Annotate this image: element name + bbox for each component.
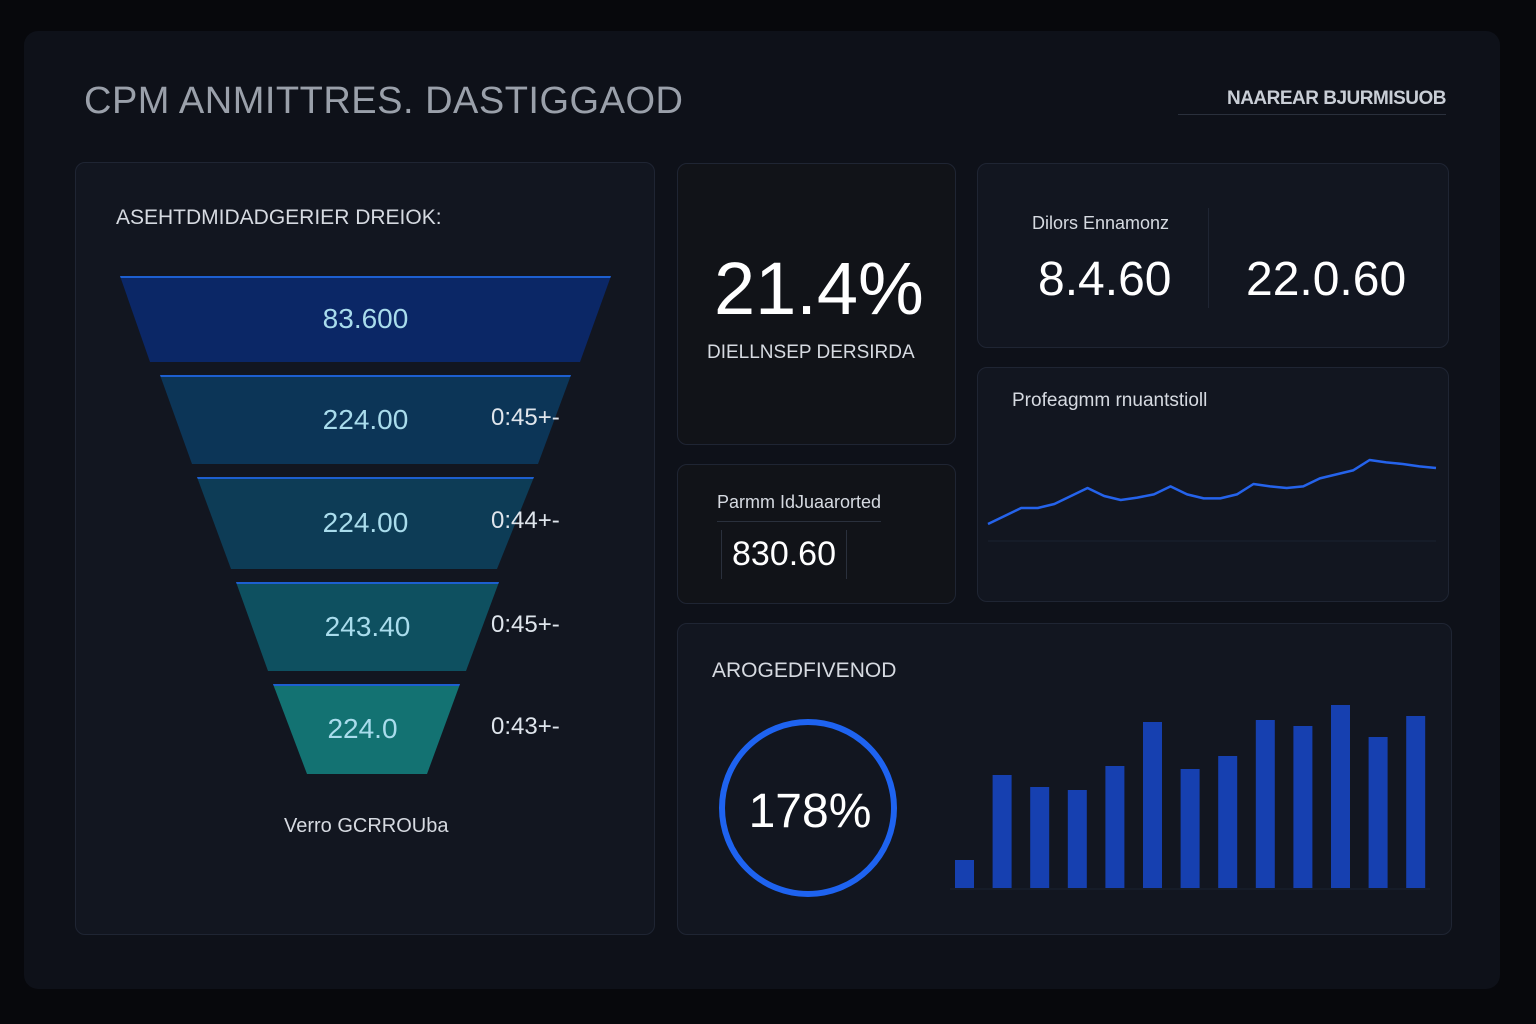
kpi-main-value: 21.4%	[714, 247, 924, 330]
funnel-stage-value: 224.00	[322, 507, 409, 538]
kpi-small-value: 830.60	[721, 530, 847, 579]
line-series	[987, 458, 1437, 526]
funnel-stage-rate: 0:44+-	[491, 507, 560, 534]
bar	[1218, 756, 1238, 888]
funnel-stage: 83.600	[120, 276, 611, 362]
line-chart-card	[977, 367, 1449, 602]
page-title: CPM ANMITTRES. DASTIGGAOD	[84, 80, 684, 122]
bar-chart-title: AROGEDFIVENOD	[712, 659, 897, 682]
funnel-stage-rate: 0:43+-	[491, 713, 560, 740]
bar-chart-card	[677, 623, 1452, 935]
funnel-stage: 224.0	[273, 684, 460, 774]
kpi-pair-card	[977, 163, 1449, 348]
kpi-main-card	[677, 163, 956, 445]
bar	[1143, 722, 1162, 888]
funnel-stage-rate: 0:45+-	[491, 610, 560, 638]
kpi-pair-value-right: 22.0.60	[1246, 253, 1407, 306]
kpi-pair-value-left: 8.4.60	[1038, 253, 1172, 306]
funnel-stage-value: 224.00	[322, 403, 409, 435]
kpi-main-label: DIELLNSEP DERSIRDA	[707, 342, 915, 363]
kpi-small-label: Parmm IdJuaarorted	[717, 492, 882, 522]
bar	[1030, 787, 1050, 888]
funnel-stage: 224.00	[197, 477, 534, 569]
bar	[955, 860, 974, 888]
bar	[1331, 705, 1350, 888]
funnel-footer: Verro GCRROUba	[284, 815, 449, 837]
kpi-small-card	[677, 464, 956, 604]
bar	[1105, 766, 1125, 888]
funnel-stage: 224.00	[160, 375, 571, 464]
bar	[1368, 737, 1388, 888]
header-link[interactable]: NAAREAR BJURMISUOB	[1178, 88, 1447, 115]
bar	[1406, 716, 1426, 888]
line-chart-title: Profeagmm rnuantstioll	[1012, 390, 1208, 411]
funnel-stage-value: 243.40	[324, 610, 411, 642]
funnel-stage-value: 83.600	[322, 303, 409, 334]
bar	[1255, 720, 1275, 888]
divider	[1208, 208, 1209, 308]
funnel-title: ASEHTDMIDADGERIER DREIOK:	[116, 206, 442, 229]
bar	[1293, 726, 1313, 888]
kpi-pair-label-left: Dilors Ennamonz	[1032, 213, 1170, 233]
bar	[1180, 769, 1200, 888]
gauge-value: 178%	[748, 785, 872, 838]
funnel-stage-rate: 0:45+-	[491, 403, 560, 431]
bar	[1067, 790, 1087, 888]
bar	[992, 775, 1012, 888]
funnel-stage-value: 224.0	[327, 713, 398, 744]
gauge-ring	[719, 719, 897, 897]
funnel-stage: 243.40	[236, 582, 499, 671]
